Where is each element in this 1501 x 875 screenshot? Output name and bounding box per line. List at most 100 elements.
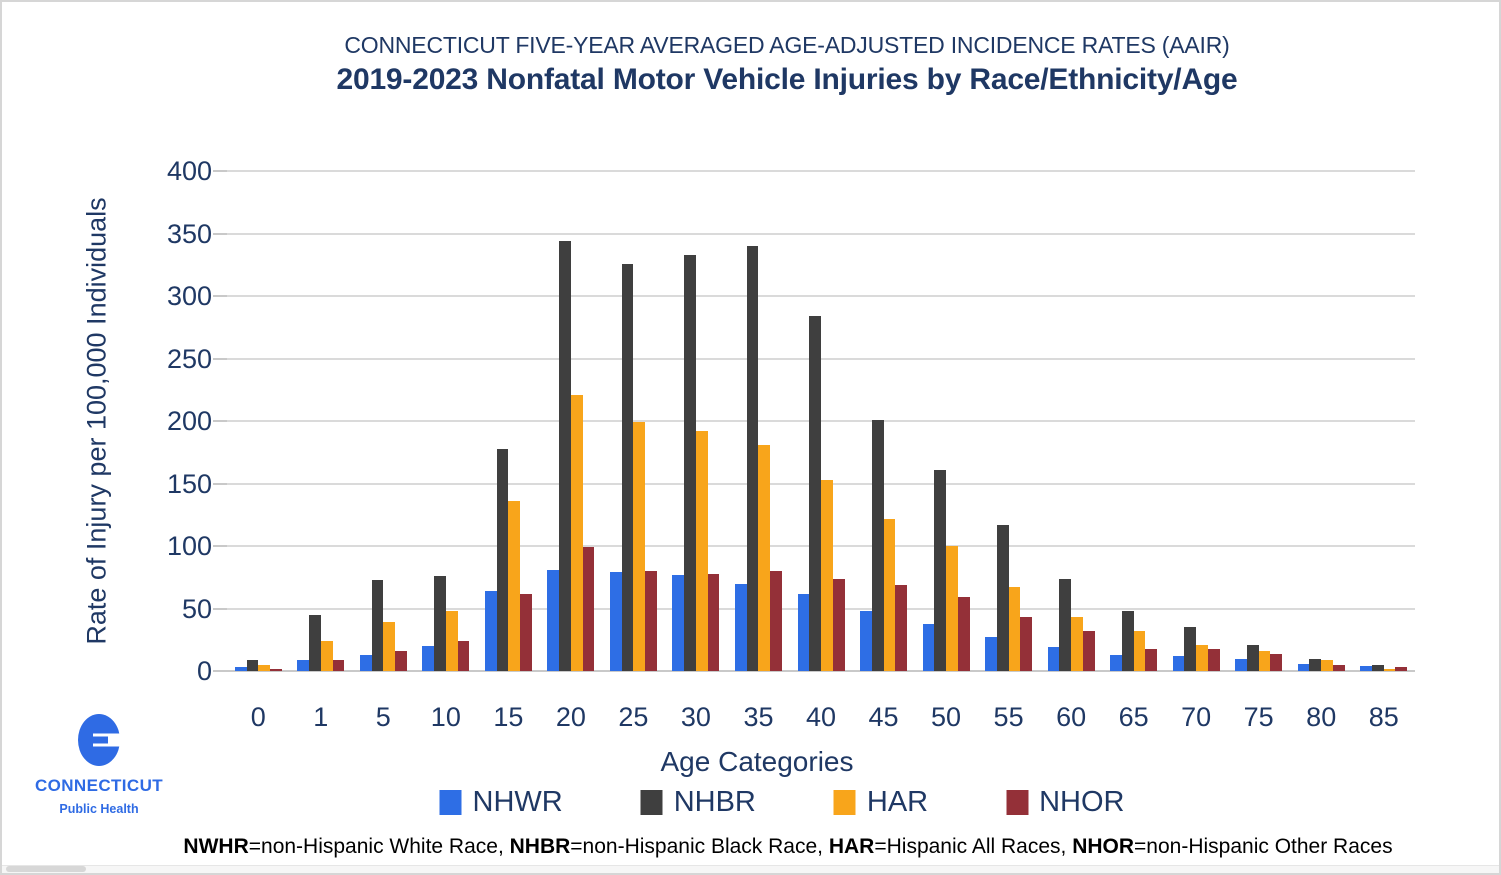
- bar-group-age-30: [672, 171, 720, 671]
- x-tick-label-55: 55: [993, 702, 1024, 732]
- bar-group-age-60: [1047, 171, 1095, 671]
- bar-har-age-0: [258, 664, 270, 671]
- bar-nhbr-age-75: [1246, 644, 1259, 671]
- bar-nhor-age-1: [332, 659, 345, 671]
- x-tick-label-80: 80: [1306, 702, 1337, 732]
- bar-nhwr-age-25: [609, 572, 622, 671]
- gridline-y-0: [227, 670, 1415, 672]
- bar-nhor-age-5: [395, 651, 407, 671]
- bar-har-age-30: [695, 431, 708, 671]
- bar-nhwr-age-60: [1047, 647, 1060, 671]
- x-tick-label-15: 15: [493, 702, 524, 732]
- x-tick-label-30: 30: [680, 702, 711, 732]
- x-tick-label-65: 65: [1118, 702, 1149, 732]
- chart-legend: NHWR NHBR HAR NHOR: [439, 786, 1125, 819]
- bar-group-age-25: [609, 171, 657, 671]
- bar-har-age-60: [1071, 617, 1083, 671]
- bar-group-age-85: [1360, 171, 1408, 671]
- bar-har-age-5: [383, 622, 396, 671]
- x-tick-label-60: 60: [1056, 702, 1087, 732]
- bar-nhbr-age-80: [1309, 658, 1322, 671]
- horizontal-scrollbar[interactable]: [2, 865, 1499, 873]
- bar-nhor-age-40: [832, 578, 845, 671]
- bar-nhwr-age-70: [1172, 656, 1185, 671]
- y-tick-label-350: 350: [166, 218, 212, 249]
- bar-nhor-age-35: [770, 571, 782, 671]
- bar-group-age-15: [484, 171, 532, 671]
- bar-nhwr-age-50: [922, 623, 935, 671]
- bar-nhor-age-25: [645, 571, 657, 671]
- bar-nhbr-age-0: [246, 659, 259, 671]
- bar-har-age-15: [508, 501, 521, 671]
- logo-text-connecticut: CONNECTICUT: [34, 776, 164, 795]
- y-tick-mark-150: [213, 482, 227, 485]
- bar-nhwr-age-85: [1360, 666, 1372, 671]
- footnote-text: =non-Hispanic White Race,: [248, 835, 510, 858]
- ct-public-health-logo: CONNECTICUT Public Health: [26, 714, 172, 816]
- footnote-text: =Hispanic All Races,: [874, 835, 1073, 858]
- legend-swatch-icon-nhor: [1006, 790, 1029, 815]
- bar-har-age-20: [570, 394, 583, 671]
- bar-nhbr-age-50: [934, 469, 947, 671]
- bar-nhbr-age-85: [1371, 664, 1384, 671]
- bar-nhor-age-85: [1395, 667, 1408, 671]
- footnote-text: =non-Hispanic Black Race,: [570, 835, 829, 858]
- bar-group-age-75: [1235, 171, 1283, 671]
- bar-har-age-45: [883, 518, 896, 671]
- y-tick-mark-300: [213, 295, 227, 297]
- horizontal-scrollbar-thumb[interactable]: [6, 866, 86, 872]
- bar-har-age-75: [1258, 651, 1271, 671]
- bar-group-age-5: [359, 171, 407, 671]
- bar-nhor-age-70: [1207, 648, 1220, 671]
- bar-nhwr-age-75: [1235, 658, 1247, 671]
- x-tick-label-35: 35: [743, 702, 774, 732]
- bar-nhwr-age-15: [484, 591, 497, 671]
- bar-nhor-age-65: [1145, 648, 1158, 671]
- bar-har-age-70: [1196, 644, 1208, 671]
- footnote-text: =non-Hispanic Other Races: [1134, 835, 1393, 858]
- logo-text-public-health: Public Health: [59, 802, 139, 816]
- bar-group-age-70: [1172, 171, 1220, 671]
- bar-nhwr-age-80: [1297, 663, 1310, 671]
- x-tick-label-40: 40: [805, 702, 837, 732]
- bar-nhbr-age-60: [1059, 578, 1072, 671]
- footnote-acronym: HAR: [828, 835, 875, 858]
- y-tick-label-300: 300: [166, 281, 212, 311]
- bar-nhwr-age-55: [985, 637, 997, 671]
- y-tick-mark-50: [213, 607, 227, 610]
- x-tick-label-25: 25: [618, 702, 649, 732]
- bar-nhwr-age-40: [797, 593, 810, 671]
- bar-nhor-age-45: [895, 584, 908, 671]
- x-tick-label-85: 85: [1368, 702, 1399, 732]
- bar-nhwr-age-0: [234, 667, 247, 671]
- gridline-y-400: [227, 170, 1415, 172]
- gridline-y-300: [227, 295, 1415, 297]
- bar-nhbr-age-10: [434, 576, 446, 671]
- x-tick-label-75: 75: [1243, 702, 1274, 732]
- bar-group-age-45: [860, 171, 908, 671]
- legend-label-nhbr: NHBR: [673, 786, 756, 818]
- bar-har-age-80: [1321, 659, 1333, 671]
- x-tick-label-1: 1: [313, 702, 329, 732]
- y-tick-label-150: 150: [166, 468, 212, 499]
- bar-nhwr-age-20: [547, 569, 560, 671]
- bar-nhbr-age-65: [1121, 611, 1134, 671]
- legend-item-nhor: NHOR: [1006, 786, 1125, 819]
- bar-har-age-25: [633, 422, 646, 671]
- y-tick-mark-200: [213, 420, 227, 422]
- footnote-acronym: NHOR: [1072, 835, 1135, 858]
- legend-swatch-icon-nhwr: [439, 790, 462, 815]
- bar-nhbr-age-35: [746, 246, 759, 671]
- chart-subtitle: CONNECTICUT FIVE-YEAR AVERAGED AGE-ADJUS…: [344, 32, 1230, 58]
- bar-group-age-50: [922, 171, 970, 671]
- bar-nhbr-age-25: [621, 263, 634, 671]
- legend-item-nhbr: NHBR: [640, 786, 756, 819]
- y-tick-label-0: 0: [196, 656, 212, 686]
- bar-nhwr-age-5: [359, 654, 372, 671]
- bar-nhor-age-15: [520, 593, 532, 671]
- bar-nhbr-age-20: [559, 241, 571, 671]
- bar-nhbr-age-30: [684, 254, 696, 671]
- bar-nhbr-age-70: [1184, 627, 1197, 671]
- legend-label-nhwr: NHWR: [472, 786, 563, 818]
- bar-nhwr-age-65: [1110, 654, 1122, 671]
